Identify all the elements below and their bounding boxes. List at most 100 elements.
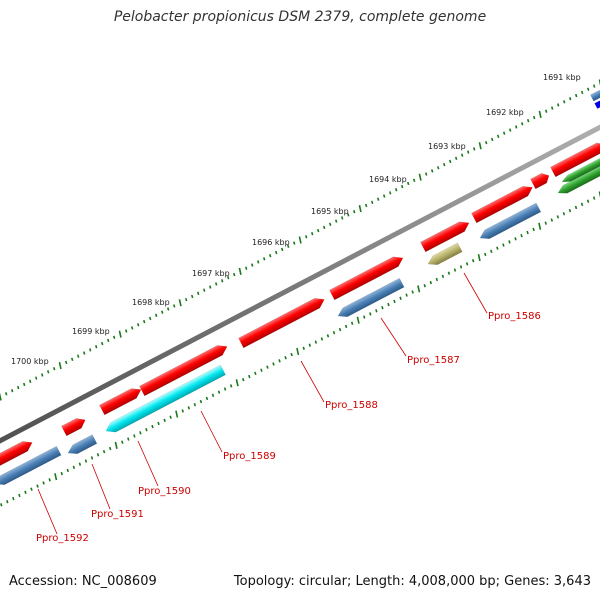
- inner-ruler-tick-71: [423, 284, 426, 288]
- gene-label-ppro-1588: Ppro_1588: [325, 400, 378, 411]
- outer-ruler-tick-26: [154, 313, 158, 318]
- inner-ruler-tick-18: [102, 449, 106, 454]
- gene-fwd-6: [329, 256, 404, 301]
- gene-rev-1: [0, 445, 62, 485]
- outer-ruler-tick-45: [268, 253, 272, 258]
- outer-ruler-tick-70: [418, 173, 422, 181]
- gene-rev-4-shape: [337, 277, 405, 317]
- kbp-label-1698: 1698 kbp: [132, 298, 170, 307]
- inner-ruler-tick-1: [0, 503, 3, 507]
- outer-ruler-tick-61: [364, 203, 368, 208]
- inner-ruler-tick-73: [435, 277, 439, 282]
- outer-ruler-tick-41: [244, 266, 248, 270]
- inner-ruler-tick-95: [568, 208, 572, 213]
- inner-ruler-tick-65: [387, 302, 390, 307]
- gene-fwd-2: [61, 418, 86, 437]
- inner-ruler-tick-85: [508, 240, 511, 244]
- outer-ruler-tick-65: [388, 191, 392, 195]
- outer-ruler-tick-2: [10, 389, 14, 393]
- outer-ruler-tick-48: [286, 244, 290, 248]
- inner-ruler-tick-74: [441, 274, 445, 279]
- inner-ruler-tick-19: [108, 446, 112, 451]
- outer-ruler-tick-98: [586, 87, 590, 91]
- outer-ruler-tick-85: [508, 128, 512, 132]
- outer-ruler-tick-34: [202, 288, 206, 292]
- outer-ruler-tick-77: [460, 153, 464, 157]
- gene-fwd-4-shape: [139, 345, 228, 397]
- outer-ruler-tick-35: [208, 285, 212, 289]
- gene-fwd-7: [420, 221, 470, 253]
- inner-ruler-tick-48: [284, 356, 287, 360]
- outer-ruler-tick-76: [454, 156, 458, 161]
- outer-ruler-tick-79: [472, 147, 476, 151]
- outer-ruler-tick-4: [22, 382, 26, 387]
- outer-ruler-tick-78: [466, 150, 470, 154]
- outer-ruler-tick-54: [322, 225, 326, 230]
- gene-label-ppro-1589: Ppro_1589: [223, 451, 276, 462]
- inner-ruler-tick-97: [580, 202, 584, 207]
- inner-ruler-tick-28: [163, 418, 166, 423]
- inner-ruler-tick-27: [157, 421, 160, 426]
- inner-ruler-tick-61: [363, 315, 366, 319]
- inner-ruler-tick-94: [562, 212, 566, 216]
- inner-ruler-tick-16: [90, 456, 94, 460]
- inner-ruler-tick-14: [78, 462, 82, 466]
- outer-ruler-tick-6: [34, 376, 38, 380]
- outer-ruler-tick-91: [544, 109, 548, 113]
- outer-ruler-tick-27: [160, 310, 164, 314]
- gene-rev-2: [67, 434, 98, 454]
- gene-label-ppro-1590: Ppro_1590: [138, 486, 191, 497]
- outer-ruler-tick-63: [376, 197, 380, 201]
- inner-ruler-tick-56: [332, 331, 336, 335]
- inner-ruler-tick-41: [242, 377, 245, 382]
- inner-ruler-tick-37: [217, 390, 221, 394]
- inner-ruler-tick-30: [175, 410, 179, 418]
- inner-ruler-tick-69: [411, 290, 414, 294]
- inner-ruler-tick-59: [350, 321, 354, 325]
- outer-ruler-tick-17: [100, 341, 104, 346]
- gene-fwd-1: [0, 441, 33, 468]
- outer-ruler-tick-92: [550, 106, 554, 110]
- inner-ruler-tick-90: [538, 222, 542, 230]
- map-title: Pelobacter propionicus DSM 2379, complet…: [113, 9, 487, 25]
- inner-ruler-tick-4: [18, 493, 21, 498]
- inner-ruler-tick-81: [484, 252, 487, 257]
- outer-ruler-tick-84: [502, 131, 506, 135]
- gene-rev-6-shape: [479, 202, 542, 239]
- outer-ruler-tick-8: [46, 370, 50, 374]
- gene-rev-3: [105, 364, 226, 433]
- inner-ruler-tick-42: [248, 374, 251, 379]
- kbp-label-1696: 1696 kbp: [252, 238, 290, 247]
- outer-ruler-tick-15: [88, 348, 92, 352]
- inner-ruler-tick-88: [526, 230, 529, 235]
- leader-ppro-1591: [91, 463, 111, 510]
- outer-ruler-tick-75: [448, 159, 452, 164]
- gene-fwd-8-shape: [471, 186, 533, 224]
- inner-ruler-tick-82: [490, 249, 493, 253]
- outer-ruler-tick-96: [574, 93, 578, 98]
- outer-ruler-tick-22: [130, 326, 134, 330]
- outer-ruler-tick-1: [4, 392, 8, 396]
- gene-top-1: [590, 90, 600, 102]
- inner-ruler-tick-43: [254, 371, 257, 376]
- inner-ruler-tick-79: [471, 259, 475, 263]
- inner-ruler-tick-68: [405, 293, 408, 297]
- gene-fwd-5: [238, 298, 325, 349]
- outer-ruler-tick-19: [112, 335, 116, 339]
- leader-ppro-1590: [137, 440, 159, 487]
- inner-ruler-tick-72: [429, 280, 433, 285]
- outer-ruler-tick-18: [106, 338, 110, 343]
- outer-ruler-tick-53: [316, 228, 320, 233]
- outer-ruler-tick-69: [412, 178, 416, 182]
- inner-ruler-tick-22: [127, 437, 130, 441]
- outer-ruler-tick-73: [436, 166, 440, 170]
- inner-ruler-tick-84: [502, 243, 505, 247]
- inner-ruler-tick-83: [496, 246, 499, 250]
- inner-ruler-tick-31: [181, 409, 184, 413]
- outer-ruler-tick-93: [556, 103, 560, 107]
- gene-rev-5-shape: [427, 242, 463, 265]
- inner-ruler-tick-60: [356, 316, 360, 324]
- kbp-label-1691: 1691 kbp: [543, 73, 581, 82]
- inner-ruler-tick-32: [187, 406, 191, 410]
- inner-ruler-tick-55: [326, 334, 330, 338]
